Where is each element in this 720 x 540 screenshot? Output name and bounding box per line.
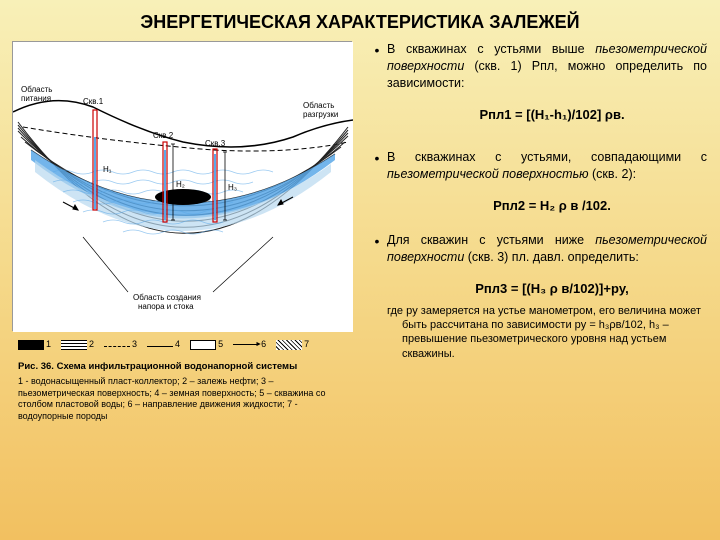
formula-1: Pпл1 = [(H₁-h₁)/102] ρв. <box>397 106 707 124</box>
svg-text:H₁: H₁ <box>103 165 112 174</box>
legend-block: 1 2 3 4 5 6 7 Рис. 36. Схема инфильтраци… <box>12 331 352 431</box>
label-caption-region: Область создания <box>133 293 201 302</box>
geology-diagram: Область питания Скв.1 Скв.2 Скв.3 Област… <box>12 41 352 331</box>
label-area-discharge: Область <box>303 101 334 110</box>
label-area-feed: Область <box>21 85 52 94</box>
label-well3: Скв.3 <box>205 139 226 148</box>
svg-text:H₂: H₂ <box>176 180 185 189</box>
bullet-2: • В скважинах с устьями, совпадающими с … <box>367 149 707 183</box>
bullet-marker: • <box>367 41 387 92</box>
svg-text:питания: питания <box>21 94 51 103</box>
svg-text:разгрузки: разгрузки <box>303 110 338 119</box>
right-column: • В скважинах с устьями выше пьезометрич… <box>357 41 707 431</box>
svg-text:H₃: H₃ <box>228 183 237 192</box>
left-column: Область питания Скв.1 Скв.2 Скв.3 Област… <box>12 41 357 431</box>
svg-text:напора и стока: напора и стока <box>138 302 194 311</box>
page-title: ЭНЕРГЕТИЧЕСКАЯ ХАРАКТЕРИСТИКА ЗАЛЕЖЕЙ <box>0 0 720 41</box>
content-region: Область питания Скв.1 Скв.2 Скв.3 Област… <box>0 41 720 431</box>
formula-3: Pпл3 = [(H₃ ρ в/102)]+pу, <box>397 280 707 298</box>
footer-note: где pу замеряется на устье манометром, е… <box>367 304 707 361</box>
figure-caption-title: Рис. 36. Схема инфильтрационной водонапо… <box>18 361 346 373</box>
bullet-3: • Для скважин с устьями ниже пьезометрич… <box>367 232 707 266</box>
bullet-1: • В скважинах с устьями выше пьезометрич… <box>367 41 707 92</box>
figure-caption-body: 1 - водонасыщенный пласт-коллектор; 2 – … <box>18 376 346 423</box>
formula-2: Pпл2 = H₂ ρ в /102. <box>397 197 707 215</box>
bullet-marker: • <box>367 232 387 266</box>
label-well2: Скв.2 <box>153 131 174 140</box>
label-well1: Скв.1 <box>83 97 104 106</box>
bullet-marker: • <box>367 149 387 183</box>
